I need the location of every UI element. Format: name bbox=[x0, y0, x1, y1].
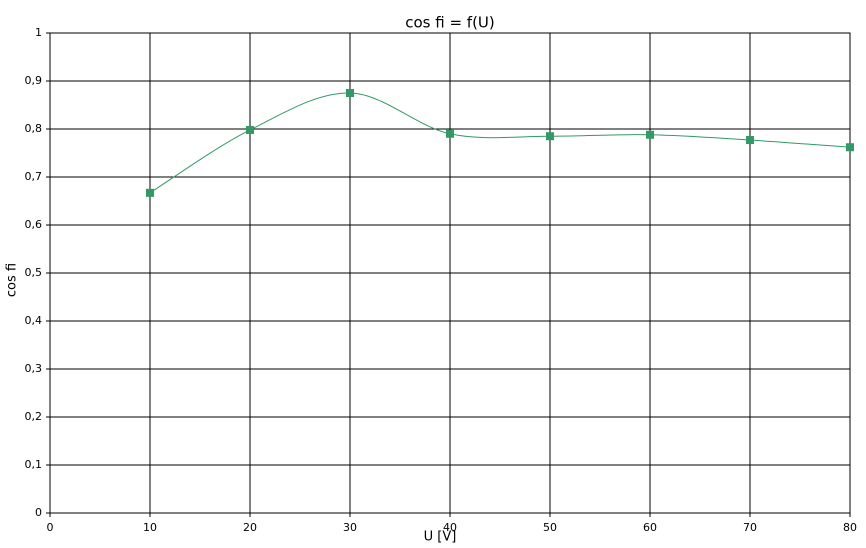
x-tick-label: 60 bbox=[643, 521, 657, 534]
point-marker bbox=[446, 129, 454, 138]
y-tick-label: 0 bbox=[35, 506, 42, 519]
series-line bbox=[149, 92, 851, 194]
point-marker bbox=[246, 125, 254, 134]
point-marker bbox=[646, 130, 654, 139]
y-tick-label: 0,6 bbox=[25, 218, 43, 231]
x-tick-label: 40 bbox=[443, 521, 457, 534]
point-marker bbox=[546, 132, 554, 141]
y-tick-label: 0,9 bbox=[25, 74, 43, 87]
point-marker bbox=[846, 143, 854, 152]
x-tick-label: 0 bbox=[47, 521, 54, 534]
y-tick-label: 0,4 bbox=[25, 314, 43, 327]
x-tick-label: 50 bbox=[543, 521, 557, 534]
y-tick-label: 0,5 bbox=[25, 266, 43, 279]
y-tick-label: 0,7 bbox=[25, 170, 43, 183]
y-tick-label: 0,2 bbox=[25, 410, 43, 423]
y-tick-label: 0,3 bbox=[25, 362, 43, 375]
point-marker bbox=[346, 89, 354, 97]
point-marker bbox=[146, 188, 154, 197]
y-axis-title: cos fi bbox=[5, 263, 20, 297]
x-tick-label: 20 bbox=[243, 521, 257, 534]
x-axis-title: U [V] bbox=[424, 530, 457, 545]
x-tick-label: 80 bbox=[843, 521, 857, 534]
x-tick-label: 30 bbox=[343, 521, 357, 534]
y-tick-label: 1 bbox=[35, 26, 42, 39]
x-tick-label: 10 bbox=[143, 521, 157, 534]
chart-title: cos fi = f(U) bbox=[405, 14, 495, 32]
point-marker bbox=[746, 136, 754, 145]
plot-frame bbox=[49, 32, 851, 514]
y-tick-label: 0,8 bbox=[25, 122, 43, 135]
y-tick-label: 0,1 bbox=[25, 458, 43, 471]
x-tick-label: 70 bbox=[743, 521, 757, 534]
